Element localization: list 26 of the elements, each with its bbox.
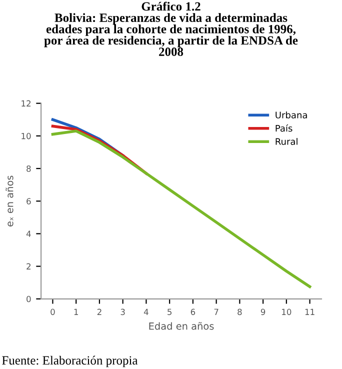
x-tick-label: 1 bbox=[74, 308, 78, 315]
x-tick-label: 7 bbox=[214, 308, 218, 315]
x-tick-label: 10 bbox=[282, 308, 292, 316]
y-axis-title: eₓ en años bbox=[6, 176, 14, 226]
x-tick-label: 9 bbox=[260, 308, 266, 316]
x-axis-title: Edad en años bbox=[149, 322, 214, 330]
y-tick-label: 12 bbox=[22, 100, 30, 106]
x-tick-label: 8 bbox=[238, 308, 242, 316]
y-tick-label: 4 bbox=[26, 230, 31, 237]
x-tick-label: 11 bbox=[305, 308, 314, 315]
y-tick-label: 2 bbox=[26, 263, 30, 270]
x-tick-label: 4 bbox=[144, 308, 148, 315]
x-tick-label: 2 bbox=[97, 308, 102, 315]
legend-label: Rural bbox=[276, 138, 298, 145]
x-tick-label: 6 bbox=[190, 308, 196, 316]
x-tick-label: 0 bbox=[50, 308, 55, 316]
legend-label: País bbox=[276, 124, 292, 132]
y-tick-label: 8 bbox=[26, 165, 31, 172]
y-tick-label: 0 bbox=[26, 296, 31, 302]
source-note: Fuente: Elaboración propia bbox=[2, 356, 138, 368]
x-tick-label: 3 bbox=[120, 308, 125, 316]
y-tick-label: 6 bbox=[26, 198, 31, 204]
y-tick-label: 10 bbox=[22, 132, 31, 140]
legend-label: Urbana bbox=[276, 111, 307, 118]
chart-title: Gráfico 1.2 Bolivia: Esperanzas de vida a determinadas edades para la cohorte de nacimientos de 1996, por área de residencia, a partir de la ENDSA de 2008 bbox=[44, 2, 298, 56]
x-tick-label: 5 bbox=[168, 308, 172, 316]
